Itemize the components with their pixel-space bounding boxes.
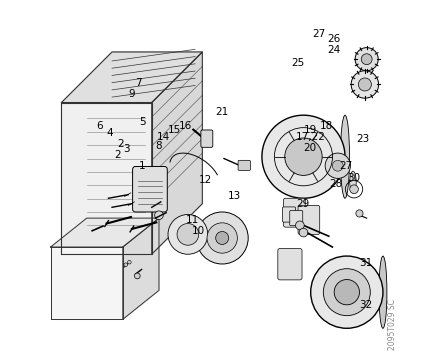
Text: 2: 2 xyxy=(117,139,124,149)
Polygon shape xyxy=(61,52,202,103)
Circle shape xyxy=(177,223,199,245)
Circle shape xyxy=(134,273,140,279)
FancyBboxPatch shape xyxy=(283,207,296,222)
Ellipse shape xyxy=(340,115,349,198)
Text: 10: 10 xyxy=(191,226,205,236)
Circle shape xyxy=(124,263,128,266)
Circle shape xyxy=(296,221,304,230)
Text: 31: 31 xyxy=(359,258,373,268)
Circle shape xyxy=(299,228,308,237)
Text: 9: 9 xyxy=(128,88,135,99)
FancyBboxPatch shape xyxy=(133,166,167,212)
Circle shape xyxy=(262,115,345,198)
Text: 18: 18 xyxy=(320,121,333,131)
Circle shape xyxy=(128,260,131,264)
Text: 27: 27 xyxy=(340,161,353,171)
Circle shape xyxy=(196,212,248,264)
Text: 7: 7 xyxy=(135,78,142,88)
FancyBboxPatch shape xyxy=(201,130,213,147)
Text: 6: 6 xyxy=(96,121,103,131)
Text: 13: 13 xyxy=(228,191,241,201)
Text: 8: 8 xyxy=(155,141,162,151)
Text: 17,22: 17,22 xyxy=(296,132,326,142)
Circle shape xyxy=(323,269,370,316)
Ellipse shape xyxy=(350,171,356,193)
Polygon shape xyxy=(61,103,152,254)
Text: 28: 28 xyxy=(329,179,342,189)
Text: 1: 1 xyxy=(139,161,146,171)
Ellipse shape xyxy=(350,289,356,310)
Text: 32: 32 xyxy=(359,300,373,310)
Text: 24: 24 xyxy=(327,45,340,55)
Text: 11: 11 xyxy=(186,215,199,225)
FancyBboxPatch shape xyxy=(278,249,302,280)
Circle shape xyxy=(207,223,237,253)
FancyBboxPatch shape xyxy=(298,206,320,234)
Text: 12: 12 xyxy=(199,175,212,185)
Circle shape xyxy=(311,256,383,328)
Text: 19: 19 xyxy=(303,124,317,135)
Ellipse shape xyxy=(379,256,387,328)
Circle shape xyxy=(285,138,322,175)
Circle shape xyxy=(325,153,350,178)
FancyBboxPatch shape xyxy=(238,160,250,170)
Text: 3: 3 xyxy=(123,145,129,154)
Text: 4: 4 xyxy=(107,128,113,138)
Text: 21: 21 xyxy=(215,107,228,116)
Text: 2: 2 xyxy=(114,150,121,160)
Text: 14: 14 xyxy=(157,132,170,142)
Circle shape xyxy=(215,232,228,245)
Circle shape xyxy=(332,160,343,171)
Circle shape xyxy=(361,54,372,64)
Text: 5: 5 xyxy=(139,118,146,127)
Circle shape xyxy=(168,214,208,254)
Text: 27: 27 xyxy=(313,29,326,39)
Text: 16: 16 xyxy=(179,121,192,131)
Circle shape xyxy=(351,71,379,98)
Text: 20: 20 xyxy=(303,143,317,153)
Text: 30: 30 xyxy=(347,173,360,183)
Text: 26: 26 xyxy=(327,34,340,44)
Text: 29: 29 xyxy=(296,199,310,209)
Circle shape xyxy=(358,78,371,91)
Circle shape xyxy=(155,211,164,219)
Text: 25: 25 xyxy=(291,58,304,68)
Text: 23: 23 xyxy=(356,134,369,144)
Circle shape xyxy=(334,280,359,305)
Text: 15: 15 xyxy=(168,124,181,135)
Text: 2095T029 SC: 2095T029 SC xyxy=(388,299,397,350)
FancyBboxPatch shape xyxy=(284,198,305,227)
FancyBboxPatch shape xyxy=(290,210,303,226)
Polygon shape xyxy=(51,247,123,319)
Polygon shape xyxy=(152,52,202,254)
Polygon shape xyxy=(123,218,159,319)
Polygon shape xyxy=(51,218,159,247)
Circle shape xyxy=(350,185,358,194)
Circle shape xyxy=(356,210,363,217)
Circle shape xyxy=(355,48,378,71)
